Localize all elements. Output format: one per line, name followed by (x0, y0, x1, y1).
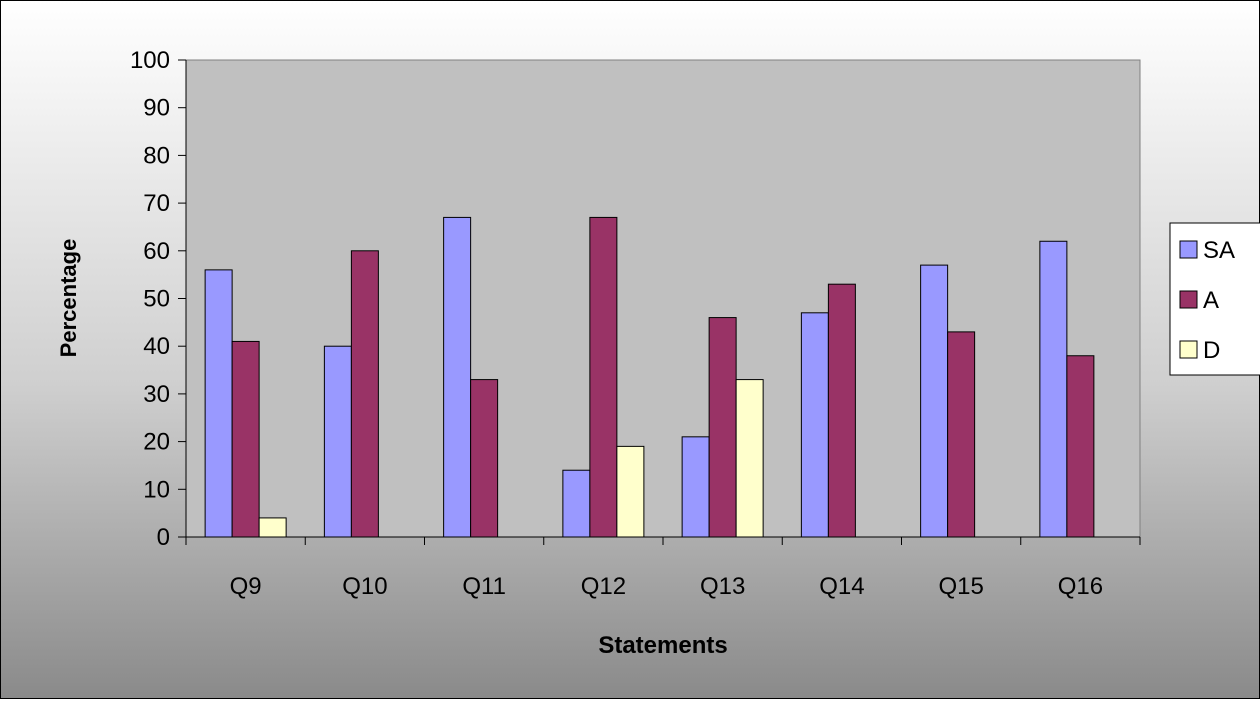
legend-label-d: D (1203, 337, 1220, 364)
x-tick-label: Q11 (462, 573, 506, 600)
bar-a-q9 (231, 340, 260, 538)
y-tick-label: 20 (143, 429, 170, 456)
bar-sa-q10 (323, 345, 352, 538)
bar-sa-q13 (681, 436, 710, 538)
legend-swatch-d (1179, 340, 1198, 359)
bars (204, 216, 1095, 538)
y-axis: 0 10 20 30 40 50 60 70 80 90 100 (130, 47, 187, 551)
x-tick-label: Q13 (700, 573, 745, 600)
x-tick-label: Q16 (1058, 573, 1103, 600)
bar-a-q14 (827, 283, 856, 538)
legend: SA AD (1169, 222, 1260, 376)
legend-label-a: A (1203, 287, 1219, 314)
x-axis: Q9 Q10 Q11 Q12 Q13 Q14 Q15 Q16 (185, 536, 1141, 600)
x-tick-label: Q9 (230, 573, 262, 600)
y-tick-label: 40 (143, 333, 170, 360)
bar-d-q13 (735, 379, 764, 538)
bar-sa-q12 (562, 469, 591, 538)
x-tick-label: Q12 (581, 573, 626, 600)
y-tick-label: 50 (143, 286, 170, 313)
y-tick-label: 10 (143, 476, 170, 503)
bar-a-q12 (589, 216, 618, 538)
y-tick-label: 0 (157, 524, 170, 551)
bar-sa-q16 (1039, 240, 1068, 538)
bar-a-q11 (470, 379, 499, 538)
bar-sa-q15 (920, 264, 949, 538)
bar-sa-q14 (800, 312, 829, 538)
bar-sa-q11 (443, 216, 472, 538)
bar-sa-q9 (204, 269, 233, 538)
x-axis-title: Statements (598, 632, 727, 659)
bar-a-q15 (947, 331, 976, 538)
y-tick-label: 90 (143, 95, 170, 122)
x-tick-label: Q15 (938, 573, 983, 600)
y-tick-label: 60 (143, 238, 170, 265)
x-tick-label: Q10 (342, 573, 387, 600)
legend-label-sa: SA (1203, 237, 1235, 264)
bar-d-q12 (616, 445, 645, 538)
y-axis-title: Percentage (56, 239, 81, 358)
legend-swatch-sa (1179, 240, 1198, 259)
y-tick-label: 100 (130, 47, 170, 74)
bar-a-q10 (350, 250, 379, 538)
bar-a-q13 (708, 317, 737, 538)
y-tick-label: 30 (143, 381, 170, 408)
x-tick-label: Q14 (819, 573, 864, 600)
y-tick-label: 80 (143, 142, 170, 169)
bar-d-q9 (258, 517, 287, 538)
legend-swatch-a (1179, 290, 1198, 309)
bar-a-q16 (1066, 355, 1095, 538)
y-tick-label: 70 (143, 190, 170, 217)
